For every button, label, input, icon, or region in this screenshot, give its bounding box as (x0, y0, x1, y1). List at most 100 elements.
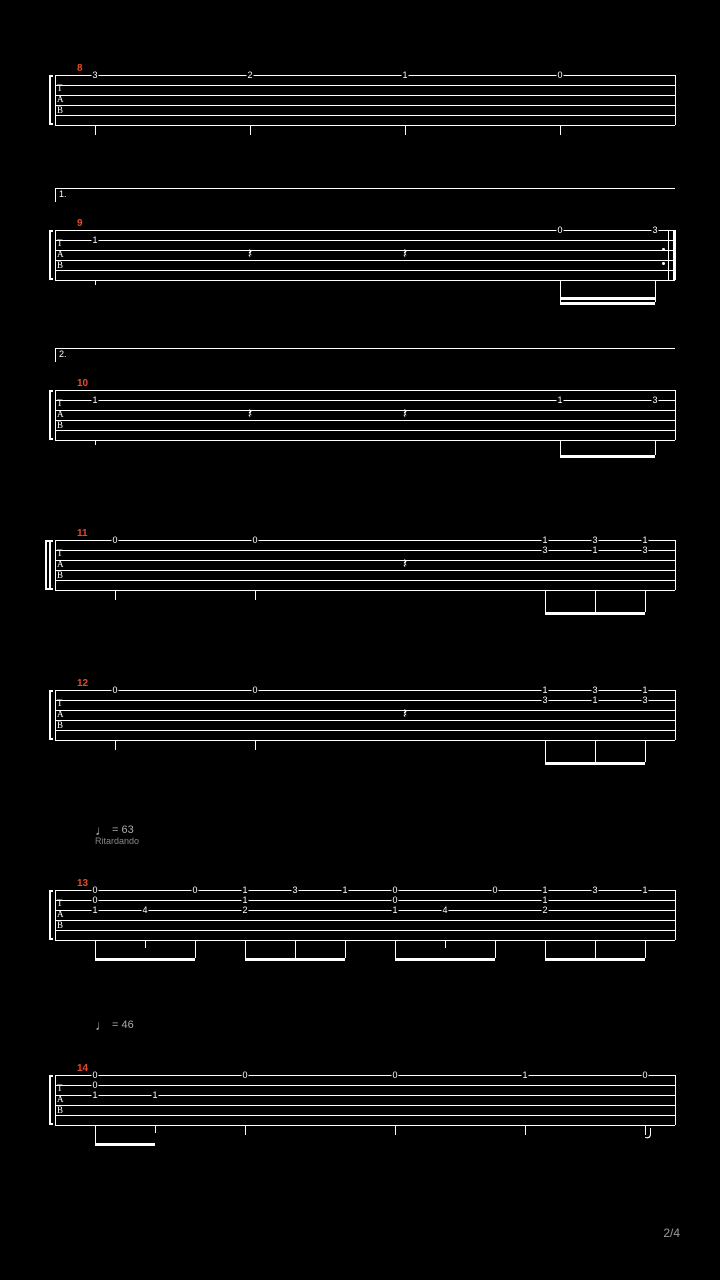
measure-number: 14 (77, 1063, 88, 1074)
rest: 𝄽 (248, 407, 252, 423)
barline (675, 690, 676, 740)
barline (675, 75, 676, 125)
beam (545, 612, 645, 615)
measure-number: 11 (77, 528, 88, 539)
barline (675, 390, 676, 440)
tab-system: ♩ = 63Ritardando13T A B00140112310014011… (55, 890, 675, 940)
fret-number: 3 (591, 886, 598, 894)
fret-number: 0 (391, 1071, 398, 1079)
fret-number: 0 (251, 686, 258, 694)
rest: 𝄽 (403, 247, 407, 263)
barline (675, 540, 676, 590)
barline (55, 690, 56, 740)
system-bracket (49, 690, 53, 740)
beam (545, 958, 645, 961)
tempo-text: Ritardando (95, 836, 139, 846)
tab-system: 8T A B3210 (55, 75, 675, 125)
fret-number: 1 (641, 886, 648, 894)
fret-number: 4 (141, 906, 148, 914)
fret-number: 2 (246, 71, 253, 79)
barline (675, 890, 676, 940)
fret-number: 1 (541, 686, 548, 694)
volta-bracket: 1. (55, 188, 675, 202)
fret-number: 2 (241, 906, 248, 914)
tab-clef: T A B (57, 898, 63, 931)
beam (95, 958, 195, 961)
barline (55, 1075, 56, 1125)
tab-staff: T A B00133113𝄽 (55, 690, 675, 740)
fret-number: 1 (91, 1091, 98, 1099)
fret-number: 1 (241, 886, 248, 894)
measure-number: 13 (77, 878, 88, 889)
fret-number: 0 (391, 886, 398, 894)
measure-number: 9 (77, 218, 83, 229)
tab-system: 1.9T A B103𝄽𝄽 (55, 230, 675, 280)
system-bracket (45, 540, 49, 590)
fret-number: 3 (651, 226, 658, 234)
barline (55, 230, 56, 280)
tab-clef: T A B (57, 238, 63, 271)
barline (675, 1075, 676, 1125)
volta-bracket: 2. (55, 348, 675, 362)
tab-staff: T A B103𝄽𝄽 (55, 230, 675, 280)
measure-number: 12 (77, 678, 88, 689)
beam (560, 455, 655, 458)
tab-clef: T A B (57, 398, 63, 431)
fret-number: 0 (191, 886, 198, 894)
fret-number: 3 (541, 546, 548, 554)
fret-number: 1 (401, 71, 408, 79)
rest: 𝄽 (403, 557, 407, 573)
fret-number: 1 (341, 886, 348, 894)
fret-number: 1 (641, 686, 648, 694)
fret-number: 1 (591, 696, 598, 704)
fret-number: 0 (111, 536, 118, 544)
tab-clef: T A B (57, 1083, 63, 1116)
fret-number: 4 (441, 906, 448, 914)
fret-number: 3 (591, 686, 598, 694)
tab-staff: T A B00133113𝄽 (55, 540, 675, 590)
fret-number: 2 (541, 906, 548, 914)
fret-number: 0 (641, 1071, 648, 1079)
fret-number: 1 (591, 546, 598, 554)
fret-number: 3 (641, 696, 648, 704)
fret-number: 1 (541, 536, 548, 544)
tab-clef: T A B (57, 698, 63, 731)
fret-number: 0 (391, 896, 398, 904)
beam (545, 762, 645, 765)
tab-system: 2.10T A B113𝄽𝄽 (55, 390, 675, 440)
fret-number: 3 (541, 696, 548, 704)
fret-number: 0 (251, 536, 258, 544)
fret-number: 3 (651, 396, 658, 404)
fret-number: 1 (521, 1071, 528, 1079)
barline (55, 390, 56, 440)
page-number: 2/4 (663, 1226, 680, 1240)
beam (95, 1143, 155, 1146)
fret-number: 0 (556, 226, 563, 234)
fret-number: 0 (91, 896, 98, 904)
fret-number: 0 (111, 686, 118, 694)
beam (560, 302, 655, 305)
tab-staff: T A B00140112310014011231 (55, 890, 675, 940)
measure-number: 10 (77, 378, 88, 389)
tab-staff: T A B3210 (55, 75, 675, 125)
tab-system: ♩ = 4614T A B00110010 (55, 1075, 675, 1125)
fret-number: 1 (91, 236, 98, 244)
measure-number: 8 (77, 63, 83, 74)
system-bracket (49, 890, 53, 940)
tab-staff: T A B113𝄽𝄽 (55, 390, 675, 440)
beam (395, 958, 495, 961)
fret-number: 0 (91, 886, 98, 894)
fret-number: 0 (241, 1071, 248, 1079)
fret-number: 1 (91, 396, 98, 404)
fret-number: 1 (391, 906, 398, 914)
rest: 𝄽 (403, 407, 407, 423)
fret-number: 1 (151, 1091, 158, 1099)
system-bracket (49, 1075, 53, 1125)
system-bracket (49, 230, 53, 280)
fret-number: 0 (91, 1071, 98, 1079)
fret-number: 1 (541, 886, 548, 894)
fret-number: 0 (556, 71, 563, 79)
fret-number: 0 (91, 1081, 98, 1089)
tab-clef: T A B (57, 548, 63, 581)
fret-number: 1 (641, 536, 648, 544)
